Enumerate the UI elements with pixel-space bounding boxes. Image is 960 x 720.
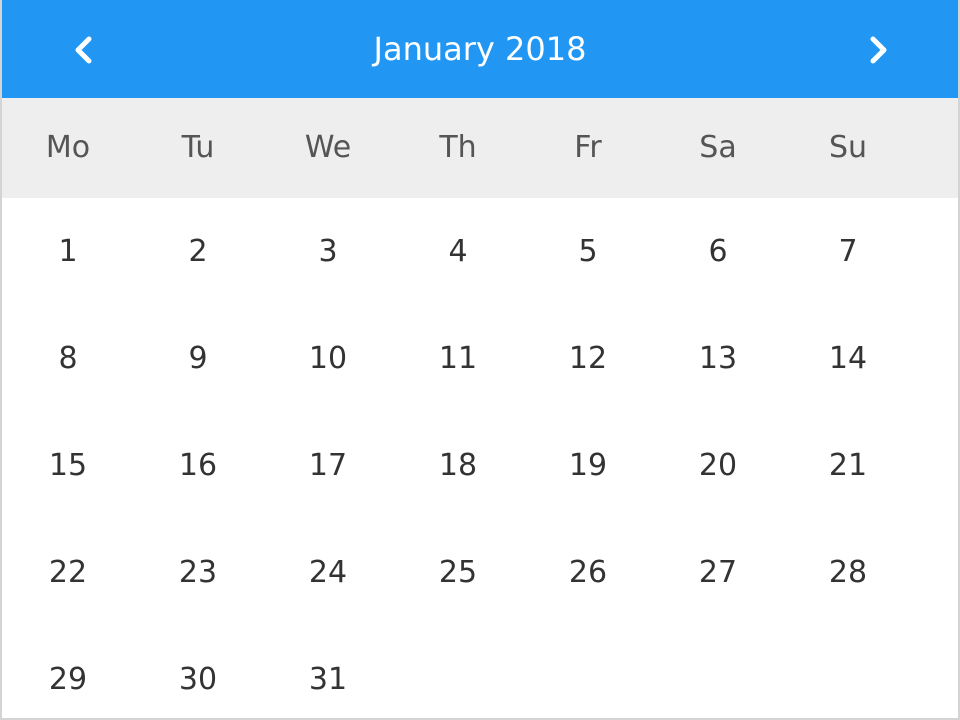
- chevron-right-icon: [870, 36, 887, 64]
- day-cell[interactable]: 24: [308, 555, 348, 590]
- day-cell[interactable]: 18: [438, 448, 478, 483]
- day-cell[interactable]: 20: [698, 448, 738, 483]
- next-month-button[interactable]: [838, 0, 918, 98]
- day-cell[interactable]: 11: [438, 341, 478, 376]
- day-cell[interactable]: 7: [838, 234, 858, 269]
- day-cell[interactable]: 2: [188, 234, 208, 269]
- day-cell[interactable]: 3: [318, 234, 338, 269]
- weekday-mo: Mo: [45, 130, 91, 165]
- day-cell[interactable]: 26: [568, 555, 608, 590]
- month-title: January 2018: [373, 30, 587, 68]
- day-cell[interactable]: 21: [828, 448, 868, 483]
- weekday-row: Mo Tu We Th Fr Sa Su: [2, 98, 958, 198]
- chevron-left-icon: [75, 36, 92, 64]
- day-cell[interactable]: 6: [708, 234, 728, 269]
- day-cell[interactable]: 12: [568, 341, 608, 376]
- day-cell[interactable]: 30: [178, 662, 218, 697]
- day-cell[interactable]: 19: [568, 448, 608, 483]
- day-cell[interactable]: 14: [828, 341, 868, 376]
- weekday-sa: Sa: [699, 130, 737, 165]
- day-cell[interactable]: 27: [698, 555, 738, 590]
- day-cell[interactable]: 4: [448, 234, 468, 269]
- day-cell[interactable]: 31: [308, 662, 348, 697]
- days-grid: 1 2 3 4 5 6 7 8 9 10 11 12 13 14 15 16 1…: [2, 198, 958, 718]
- day-cell[interactable]: 8: [58, 341, 78, 376]
- day-cell[interactable]: 23: [178, 555, 218, 590]
- day-cell[interactable]: 29: [48, 662, 88, 697]
- day-cell[interactable]: 15: [48, 448, 88, 483]
- weekday-su: Su: [828, 130, 868, 165]
- day-cell[interactable]: 9: [188, 341, 208, 376]
- day-cell[interactable]: 10: [308, 341, 348, 376]
- day-cell[interactable]: 17: [308, 448, 348, 483]
- day-cell[interactable]: 1: [58, 234, 78, 269]
- weekday-th: Th: [439, 130, 477, 165]
- day-cell[interactable]: 5: [578, 234, 598, 269]
- prev-month-button[interactable]: [44, 0, 124, 98]
- weekday-we: We: [304, 130, 352, 165]
- day-cell[interactable]: 22: [48, 555, 88, 590]
- day-cell[interactable]: 13: [698, 341, 738, 376]
- weekday-fr: Fr: [574, 130, 602, 165]
- day-cell[interactable]: 25: [438, 555, 478, 590]
- day-cell[interactable]: 16: [178, 448, 218, 483]
- calendar-header: January 2018: [2, 0, 958, 98]
- weekday-tu: Tu: [181, 130, 215, 165]
- day-cell[interactable]: 28: [828, 555, 868, 590]
